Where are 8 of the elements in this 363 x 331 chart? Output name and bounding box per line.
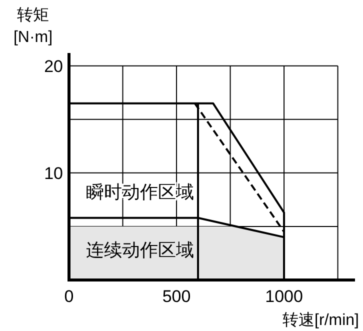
x-tick-label: 0: [64, 287, 74, 306]
y-tick-label: 20: [44, 56, 63, 76]
annotation: 连续动作区域: [86, 240, 194, 260]
y-axis-title: 转矩 [N·m]: [13, 7, 53, 46]
x-tick-label: 1000: [265, 287, 303, 306]
x-axis-title: 转速[r/min]: [282, 311, 359, 329]
y-tick-label: 10: [44, 164, 63, 183]
x-tick-label: 500: [162, 287, 191, 306]
